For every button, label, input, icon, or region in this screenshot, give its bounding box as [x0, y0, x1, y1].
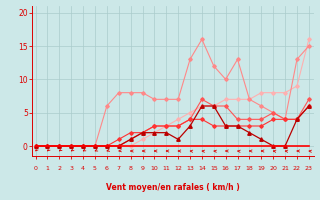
X-axis label: Vent moyen/en rafales ( km/h ): Vent moyen/en rafales ( km/h ): [106, 183, 240, 192]
